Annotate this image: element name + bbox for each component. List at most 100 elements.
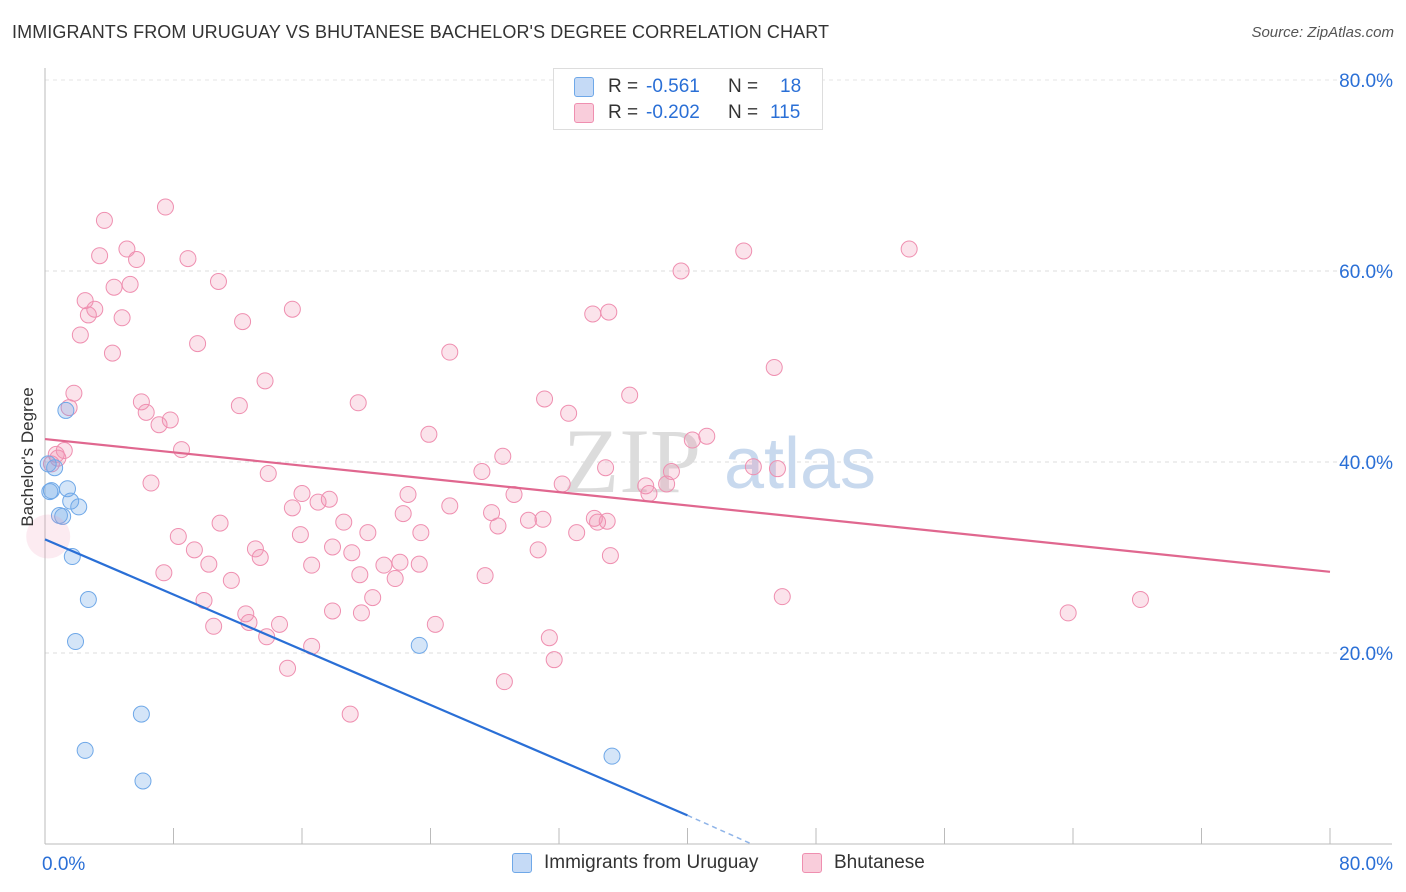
point-uruguay [67,633,85,651]
point-bhutanese [271,615,289,633]
bottom-legend: Immigrants from Uruguay Bhutanese [0,852,1406,878]
point-bhutanese [489,517,507,535]
r-label: R = [608,76,639,97]
point-bhutanese [1059,604,1077,622]
trend-line-bhutanese [44,437,1331,573]
point-bhutanese [279,659,297,677]
point-uruguay [41,483,59,501]
point-bhutanese [536,390,554,408]
legend-swatch-uruguay [512,853,532,873]
legend-row-bhutanese: R = -0.202 N = 115 [574,101,800,125]
point-bhutanese [391,553,409,571]
point-bhutanese [113,309,131,327]
point-bhutanese [662,463,680,481]
point-bhutanese [65,384,83,402]
point-bhutanese [735,242,753,260]
point-bhutanese [121,275,139,293]
x-tick-label: 0.0% [42,854,85,875]
n-label: N = [728,76,759,97]
point-bhutanese [359,524,377,542]
point-bhutanese [476,567,494,585]
point-bhutanese [494,447,512,465]
point-bhutanese [601,547,619,565]
legend-item-bhutanese[interactable]: Bhutanese [802,852,925,874]
point-uruguay [70,498,88,516]
point-bhutanese [351,566,369,584]
point-bhutanese [335,513,353,531]
point-bhutanese [375,556,393,574]
point-bhutanese [291,526,309,544]
point-bhutanese [189,335,207,353]
point-bhutanese [303,556,321,574]
tick-labels: 20.0% 40.0% 60.0% 80.0% 0.0% 80.0% [42,71,1393,875]
point-bhutanese [161,411,179,429]
point-bhutanese [86,300,104,318]
point-bhutanese [352,604,370,622]
point-bhutanese [179,250,197,268]
point-bhutanese [545,651,563,669]
point-bhutanese [209,273,227,291]
y-axis-label: Bachelor's Degree [18,387,37,527]
point-bhutanese [320,490,338,508]
point-bhutanese [222,571,240,589]
n-value: 18 [780,76,802,97]
point-bhutanese [309,493,327,511]
legend-row-uruguay: R = -0.561 N = 18 [574,75,801,99]
point-bhutanese [283,499,301,517]
point-bhutanese [256,372,274,390]
point-bhutanese [118,240,136,258]
point-bhutanese [128,251,146,269]
point-bhutanese [169,527,187,545]
point-bhutanese [597,459,615,477]
point-bhutanese [324,602,342,620]
point-bhutanese [640,485,658,503]
point-bhutanese [473,463,491,481]
chart-title: IMMIGRANTS FROM URUGUAY VS BHUTANESE BAC… [12,22,830,42]
n-value: 115 [770,102,801,123]
y-tick-label: 20.0% [1339,644,1393,665]
r-value: -0.561 [646,76,700,97]
point-bhutanese [91,247,109,265]
point-bhutanese [412,524,430,542]
r-value: -0.202 [646,102,700,123]
legend-swatch-bhutanese [574,103,594,123]
point-bhutanese [234,313,252,331]
point-bhutanese [698,427,716,445]
legend-swatch-bhutanese [802,853,822,873]
point-uruguay [132,705,150,723]
legend-label-bhutanese: Bhutanese [834,852,925,873]
point-uruguay [76,741,94,759]
point-bhutanese [103,344,121,362]
point-bhutanese [410,555,428,573]
point-bhutanese [105,278,123,296]
point-bhutanese [495,673,513,691]
point-bhutanese [71,326,89,344]
point-bhutanese [150,416,168,434]
point-bhutanese [560,404,578,422]
point-bhutanese [584,305,602,323]
point-bhutanese [600,303,618,321]
x-tick-label: 80.0% [1339,854,1393,875]
legend-swatch-uruguay [574,77,594,97]
legend-item-uruguay[interactable]: Immigrants from Uruguay [512,852,758,874]
chart-source: Source: ZipAtlas.com [1251,24,1394,41]
trend-lines [44,437,1331,845]
point-uruguay [134,772,152,790]
point-bhutanese [568,524,586,542]
point-bhutanese [589,513,607,531]
point-bhutanese [765,358,783,376]
point-bhutanese [251,549,269,566]
point-bhutanese [185,541,203,559]
point-bhutanese [441,497,459,515]
point-bhutanese-cluster [26,514,71,559]
point-bhutanese [768,460,786,478]
watermark: ZIP atlas [563,410,876,512]
point-bhutanese [683,431,701,449]
point-bhutanese [205,617,223,635]
point-bhutanese [237,605,255,623]
point-bhutanese [246,540,264,558]
data-points [26,198,1149,790]
point-bhutanese [1131,591,1149,609]
point-bhutanese [900,240,918,258]
point-bhutanese [744,458,762,476]
